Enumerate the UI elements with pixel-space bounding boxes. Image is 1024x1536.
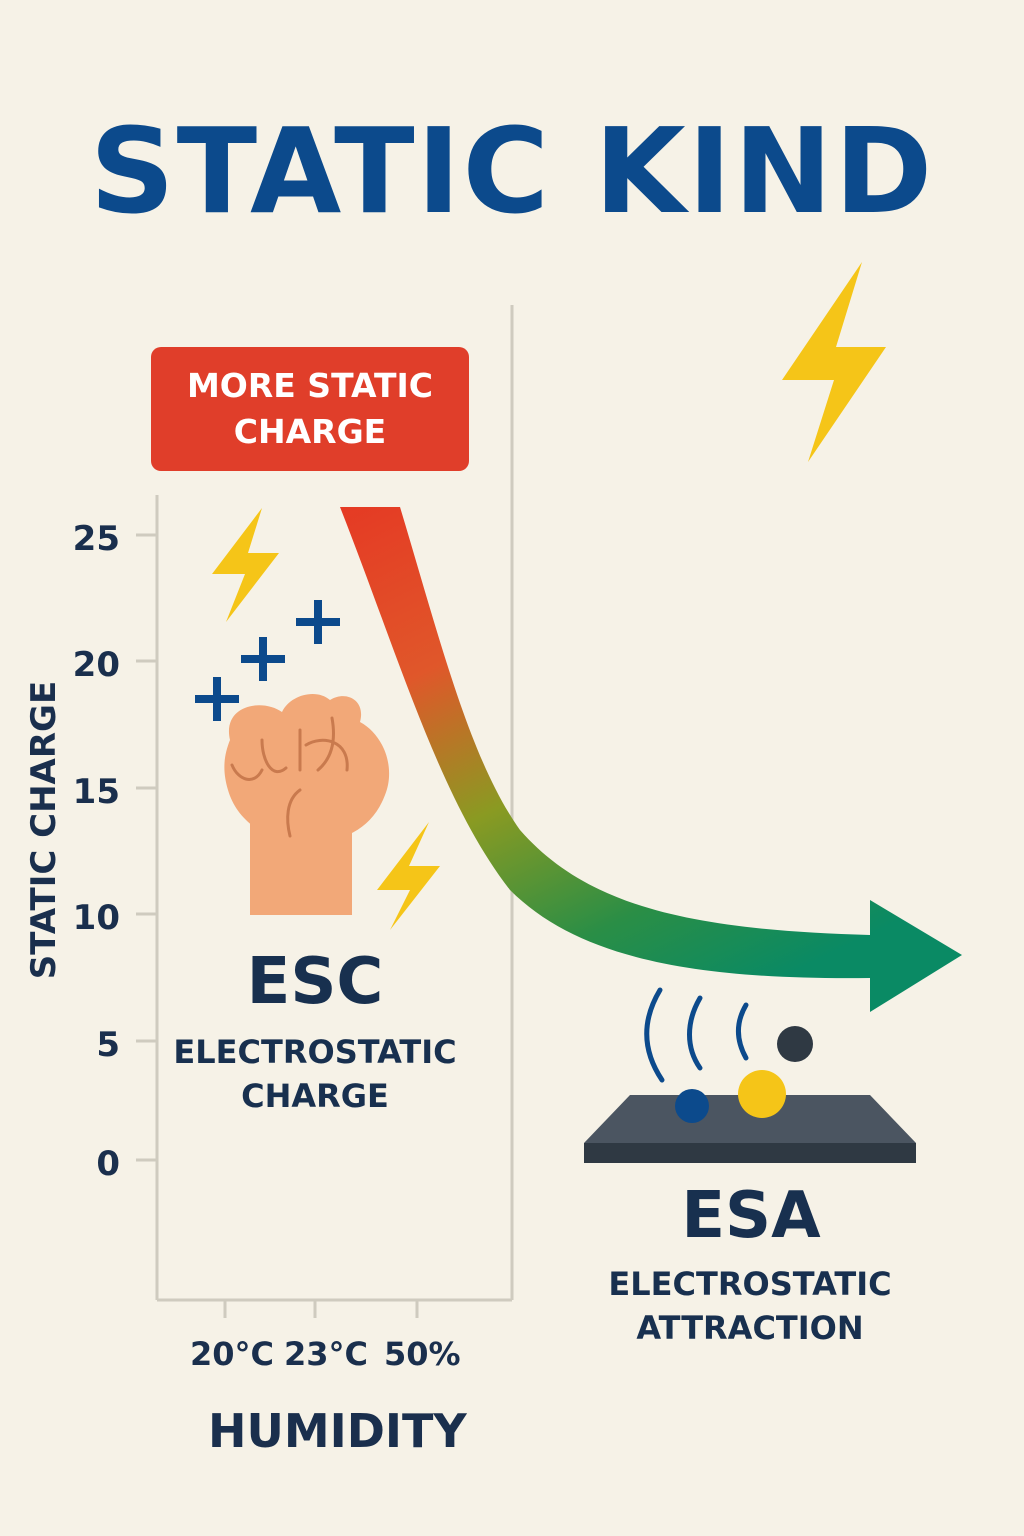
plus-icon <box>241 637 285 681</box>
fist-icon <box>224 693 390 915</box>
y-tick-label: 25 <box>72 519 120 559</box>
plate-icon <box>584 1095 916 1163</box>
y-tick-label: 20 <box>72 645 120 685</box>
lightning-bolt-icon <box>377 822 440 930</box>
esa-description: ELECTROSTATIC ATTRACTION <box>590 1262 910 1350</box>
esc-description: ELECTROSTATIC CHARGE <box>150 1030 480 1118</box>
x-axis-label: HUMIDITY <box>208 1404 467 1458</box>
wave-icon <box>644 987 749 1083</box>
ball-icon <box>675 1089 709 1123</box>
y-tick-label: 15 <box>72 772 120 812</box>
esa-desc-line-1: ELECTROSTATIC <box>608 1265 892 1303</box>
badge-line-2: CHARGE <box>233 412 387 451</box>
more-static-charge-badge: MORE STATIC CHARGE <box>151 347 469 471</box>
y-tick-label: 10 <box>72 898 120 938</box>
y-tick-label: 0 <box>96 1144 120 1184</box>
lightning-bolt-icon <box>782 262 886 462</box>
x-tick-label: 23°C <box>284 1335 369 1373</box>
y-tick-marks <box>136 533 157 1162</box>
plus-icon <box>296 600 340 644</box>
lightning-bolt-icon <box>212 508 279 622</box>
ball-icon <box>738 1070 786 1118</box>
page-title: STATIC KIND <box>89 102 935 240</box>
esc-desc-line-2: CHARGE <box>241 1077 389 1115</box>
ball-icon <box>777 1026 813 1062</box>
x-tick-marks <box>223 1300 419 1318</box>
trend-arrow <box>340 507 962 1012</box>
plus-icon <box>195 677 239 721</box>
badge-line-1: MORE STATIC <box>186 366 434 405</box>
y-axis-label: STATIC CHARGE <box>24 680 64 980</box>
esa-title: ESA <box>681 1179 821 1253</box>
x-tick-label: 50% <box>384 1335 461 1373</box>
esc-desc-line-1: ELECTROSTATIC <box>173 1033 457 1071</box>
y-tick-label: 5 <box>96 1025 120 1065</box>
x-tick-label: 20°C <box>190 1335 275 1373</box>
esc-title: ESC <box>246 945 384 1019</box>
esa-desc-line-2: ATTRACTION <box>636 1309 864 1347</box>
